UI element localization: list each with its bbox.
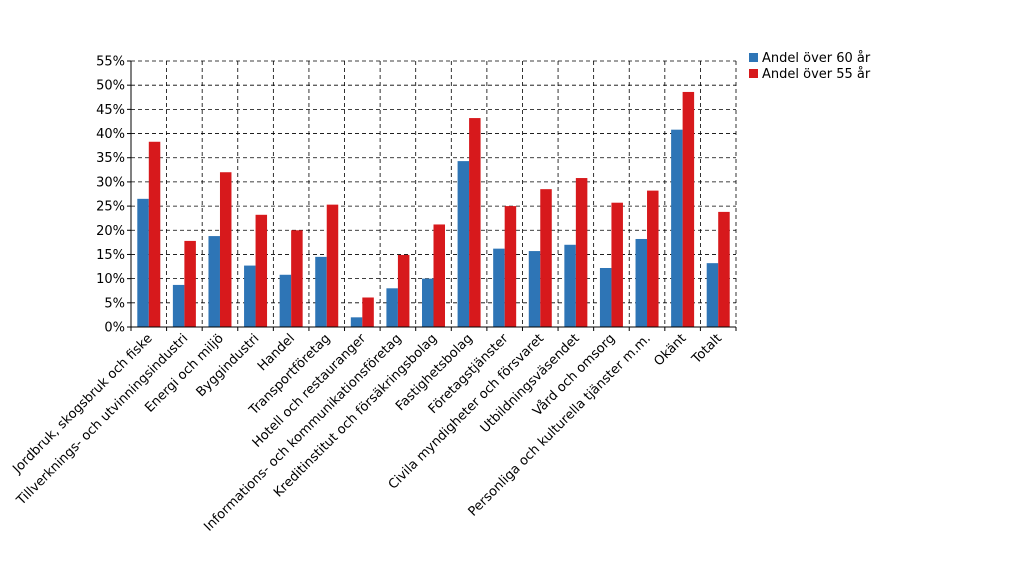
bar-series-1 — [599, 267, 612, 327]
x-tick-label: Byggindustri — [194, 331, 263, 400]
y-tick-labels: 0% 5% 10% 15% 20% 25% 30% 35% 40% 45% 50% 55% — [96, 55, 125, 336]
bar-series-2 — [718, 211, 730, 327]
y-tick-label: 15% — [96, 248, 125, 263]
bar-series-1 — [635, 238, 648, 327]
x-tick-label: Tillverknings- och utvinningsindustri — [13, 331, 191, 509]
bar-series-2 — [291, 230, 303, 327]
y-tick-label: 45% — [96, 103, 125, 118]
y-tick-label: 55% — [96, 55, 125, 70]
bar-series-2 — [148, 141, 161, 327]
y-tick-label: 10% — [96, 272, 125, 287]
bar-series-2 — [611, 202, 623, 327]
bar-series-2 — [647, 190, 659, 327]
bar-series-2 — [219, 172, 232, 327]
bar-series-1 — [706, 263, 719, 327]
bars-layer — [137, 91, 730, 327]
y-tick-label: 40% — [96, 127, 125, 142]
x-tick-label: Totalt — [689, 331, 725, 367]
legend: Andel över 60 år Andel över 55 år — [749, 51, 871, 82]
bar-series-2 — [255, 214, 268, 327]
bar-series-1 — [279, 274, 292, 327]
bar-series-1 — [528, 251, 541, 327]
legend-swatch-series-1 — [749, 53, 758, 62]
bar-series-2 — [326, 204, 339, 327]
bar-series-1 — [671, 129, 683, 327]
bar-series-1 — [208, 236, 220, 327]
bar-series-1 — [493, 248, 505, 327]
bar-series-2 — [433, 224, 445, 327]
x-tick-labels: Jordbruk, skogsbruk och fiskeTillverknin… — [10, 331, 726, 535]
y-tick-label: 35% — [96, 151, 125, 166]
bar-series-1 — [244, 265, 256, 327]
bar-series-2 — [397, 254, 410, 327]
x-tick-label: Okänt — [651, 331, 689, 369]
bar-series-1 — [457, 161, 470, 327]
bar-series-1 — [172, 284, 185, 327]
legend-label-series-1: Andel över 60 år — [762, 51, 871, 66]
y-tick-label: 30% — [96, 175, 125, 190]
bar-series-1 — [315, 256, 327, 327]
x-tick-label: Jordbruk, skogsbruk och fiske — [10, 331, 156, 477]
bar-series-2 — [575, 178, 588, 327]
bar-series-2 — [362, 297, 374, 327]
y-tick-label: 25% — [96, 200, 125, 215]
bar-series-2 — [469, 118, 481, 327]
grid-layer — [131, 60, 737, 327]
legend-swatch-series-2 — [749, 69, 758, 78]
y-tick-label: 0% — [104, 321, 125, 336]
bar-series-1 — [564, 244, 576, 327]
bar-series-2 — [682, 91, 695, 327]
y-tick-label: 50% — [96, 79, 125, 94]
bar-series-2 — [184, 240, 196, 327]
y-tick-label: 20% — [96, 224, 125, 239]
bar-series-1 — [386, 288, 398, 327]
bar-series-2 — [504, 206, 517, 327]
axis-layer — [127, 60, 737, 331]
legend-label-series-2: Andel över 55 år — [762, 67, 871, 82]
bar-series-2 — [540, 189, 552, 327]
y-tick-label: 5% — [104, 296, 125, 311]
bar-series-1 — [422, 278, 434, 327]
bar-series-1 — [350, 317, 363, 327]
bar-series-1 — [137, 198, 149, 327]
